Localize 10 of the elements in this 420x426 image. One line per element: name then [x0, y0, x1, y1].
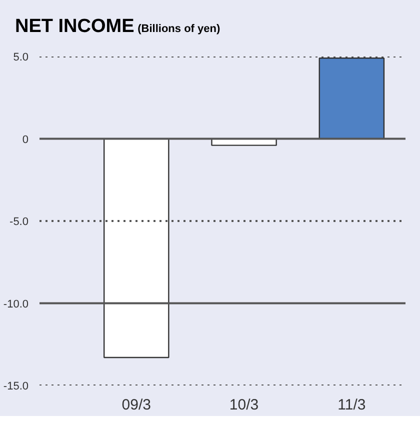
y-tick-label: 0: [22, 134, 29, 146]
x-tick-label: 09/3: [122, 396, 151, 414]
y-tick-label: 5.0: [13, 52, 29, 64]
y-tick-label: -10.0: [3, 298, 29, 310]
y-tick-label: -5.0: [10, 216, 29, 228]
x-tick-label: 10/3: [229, 396, 259, 414]
x-tick-label: 11/3: [338, 396, 366, 414]
y-tick-label: -15.0: [3, 380, 29, 392]
chart-title: NET INCOME: [15, 16, 134, 37]
chart-subtitle: (Billions of yen): [138, 23, 220, 35]
